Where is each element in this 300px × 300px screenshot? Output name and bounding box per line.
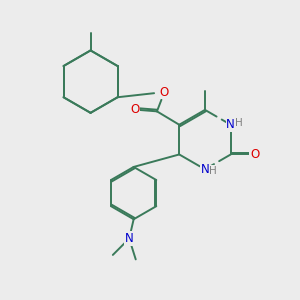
Text: N: N — [125, 232, 134, 245]
Text: O: O — [160, 85, 169, 98]
Text: O: O — [130, 103, 140, 116]
Text: N: N — [226, 118, 235, 131]
Text: H: H — [235, 118, 243, 128]
Text: N: N — [201, 163, 209, 176]
Text: H: H — [209, 166, 217, 176]
Text: O: O — [250, 148, 259, 161]
